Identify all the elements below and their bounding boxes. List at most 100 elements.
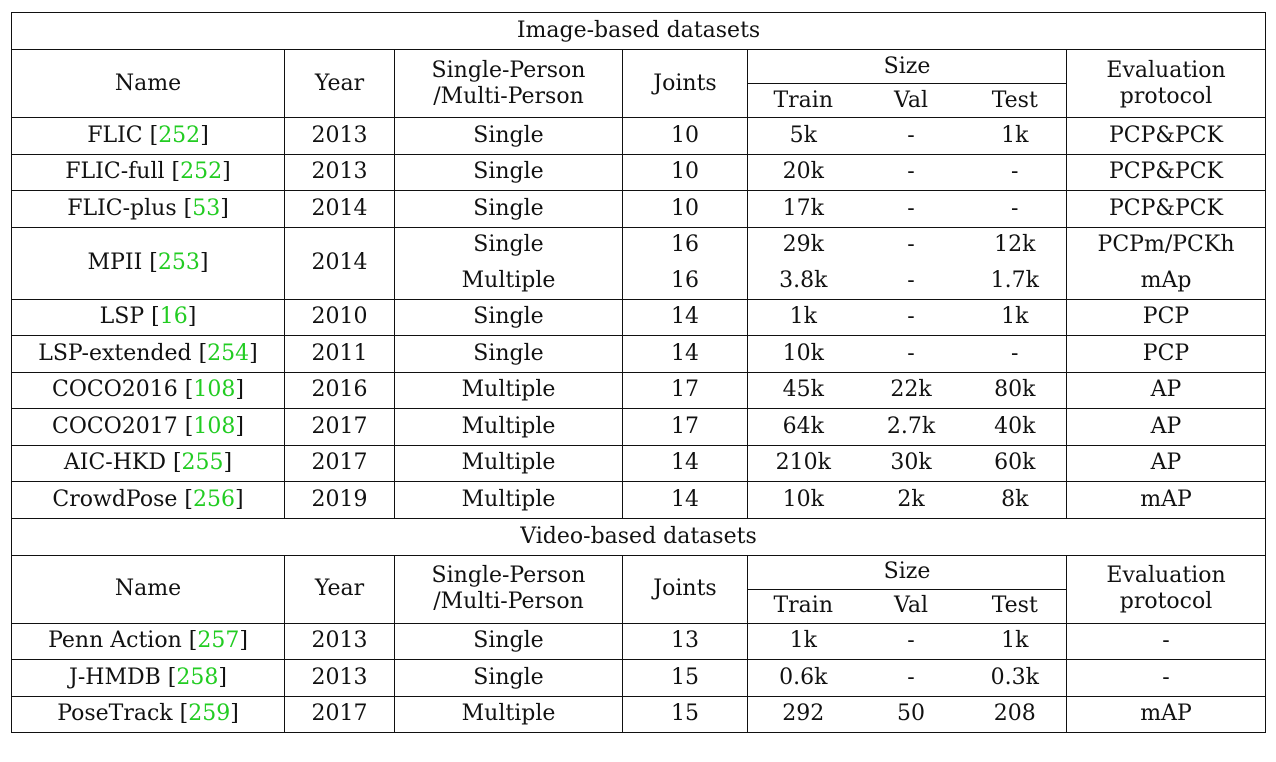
dataset-name-cell: J-HMDB [258] — [11, 659, 285, 697]
citation-link: 255 — [181, 450, 224, 476]
section-title-row: Video-based datasets — [10, 517, 1267, 556]
size-test: 0.3k — [963, 659, 1067, 697]
table-row: FLIC [252] 2013 Single 10 5k -1k PCP&PCK — [11, 117, 1267, 155]
dataset-name: FLIC — [87, 122, 143, 148]
size-test: 1k — [963, 622, 1067, 660]
size-train: 10k — [747, 335, 859, 373]
dataset-name: PoseTrack — [57, 701, 173, 727]
table-row: AIC-HKD [255] 2017 Multiple 14 210k 30k 60k AP — [11, 444, 1267, 482]
joints-count: 15 — [622, 695, 748, 733]
header-joints: Joints — [622, 554, 748, 624]
header-evaluation-line2: protocol — [1119, 589, 1213, 614]
person-type: Multiple — [394, 444, 623, 482]
citation-link: 53 — [192, 195, 221, 221]
table-row: Multiple 16 3.8k -1.7k mAp — [12, 263, 1267, 300]
size-val: 50 — [858, 695, 964, 733]
person-type: Single — [394, 659, 623, 697]
dataset-name-cell: COCO2016 [108] — [11, 371, 285, 409]
size-train: 210k — [747, 444, 859, 482]
joints-count: 10 — [622, 153, 748, 191]
dataset-name: LSP — [99, 304, 145, 330]
size-test: 60k — [963, 444, 1067, 482]
citation-link: 108 — [193, 377, 236, 403]
size-test: - — [963, 153, 1067, 191]
evaluation-protocol: AP — [1065, 408, 1267, 446]
dataset-year: 2011 — [284, 335, 395, 373]
size-train: 10k — [747, 481, 859, 519]
evaluation-protocol: mAp — [1065, 263, 1267, 300]
size-test: - — [963, 335, 1067, 373]
joints-count: 14 — [622, 481, 748, 519]
dataset-name-cell: PoseTrack [259] — [11, 695, 285, 733]
size-train: 5k — [747, 117, 859, 155]
evaluation-protocol: mAP — [1065, 695, 1267, 733]
joints-count: 16 — [622, 263, 748, 300]
joints-count: 14 — [622, 298, 748, 336]
dataset-name: Penn Action — [48, 628, 182, 654]
header-test: Test — [963, 83, 1067, 118]
joints-count: 13 — [622, 622, 748, 660]
table-row: LSP [16] 2010 Single 14 1k -1k PCP — [11, 298, 1267, 336]
header-val: Val — [858, 83, 964, 118]
header-subrow: Train Val Test — [12, 83, 1266, 118]
joints-count: 14 — [622, 444, 748, 482]
size-val: - — [858, 190, 964, 228]
header-person: Single-Person/Multi-Person — [394, 554, 623, 624]
citation-link: 258 — [176, 664, 219, 690]
person-type: Multiple — [394, 263, 623, 300]
header-person-line1: Single-Person — [431, 563, 586, 588]
dataset-year: 2017 — [284, 695, 395, 733]
person-type: Single — [394, 335, 623, 373]
joints-count: 15 — [622, 659, 748, 697]
evaluation-protocol: - — [1065, 622, 1267, 660]
size-test: 208 — [963, 695, 1067, 733]
evaluation-protocol: AP — [1065, 371, 1267, 409]
header-evaluation-line1: Evaluation — [1106, 57, 1226, 83]
joints-count: 16 — [622, 226, 748, 263]
size-val: - — [858, 263, 964, 300]
evaluation-protocol: AP — [1065, 444, 1267, 482]
dataset-name: MPII — [87, 250, 143, 275]
size-test: 80k — [963, 371, 1067, 409]
section-title: Image-based datasets — [10, 12, 1267, 50]
dataset-year: 2017 — [284, 444, 395, 482]
size-val: - — [858, 622, 964, 660]
evaluation-protocol: mAP — [1065, 481, 1267, 519]
table-row: COCO2016 [108] 2016 Multiple 17 45k 22k 80k AP — [11, 371, 1267, 409]
table-row: LSP-extended [254] 2011 Single 14 10k - - PCP — [11, 335, 1267, 373]
dataset-year: 2013 — [284, 153, 395, 191]
header-person-line1: Single-Person — [431, 57, 586, 83]
table-row: J-HMDB [258] 2013 Single 15 0.6k -0.3k - — [11, 659, 1267, 697]
dataset-year: 2010 — [284, 298, 395, 336]
header-test: Test — [963, 588, 1067, 624]
citation-link: 254 — [207, 340, 250, 366]
table-row: CrowdPose [256] 2019 Multiple 14 10k 2k 8k mAP — [11, 481, 1267, 519]
header-val: Val — [858, 588, 964, 624]
dataset-name: COCO2017 — [52, 413, 178, 439]
dataset-name: FLIC-full — [65, 159, 165, 185]
header-train: Train — [747, 588, 859, 624]
header-evaluation-line2: protocol — [1119, 83, 1213, 109]
dataset-name: COCO2016 — [52, 377, 178, 403]
dataset-year: 2014 — [284, 226, 395, 300]
citation-link: 108 — [193, 413, 236, 439]
size-val: - — [858, 659, 964, 697]
size-train: 64k — [747, 408, 859, 446]
table-row: MPII [253] 2014 Single 16 29k -12k PCPm/PCKh — [11, 226, 1267, 300]
dataset-year: 2017 — [284, 408, 395, 446]
header-train: Train — [747, 83, 859, 118]
size-val: 22k — [858, 371, 964, 409]
person-type: Single — [394, 622, 623, 660]
joints-count: 10 — [622, 190, 748, 228]
person-type: Single — [394, 226, 623, 263]
person-type: Single — [394, 153, 623, 191]
header-joints: Joints — [622, 49, 748, 118]
dataset-name: FLIC-plus — [67, 195, 177, 221]
evaluation-protocol: PCP&PCK — [1065, 117, 1267, 155]
dataset-name: J-HMDB — [69, 664, 161, 690]
dataset-name: LSP-extended — [38, 340, 192, 366]
citation-link: 259 — [188, 701, 231, 727]
size-train: 29k — [747, 226, 859, 263]
dataset-name-cell: LSP-extended [254] — [11, 335, 285, 373]
citation-link: 256 — [192, 486, 235, 512]
